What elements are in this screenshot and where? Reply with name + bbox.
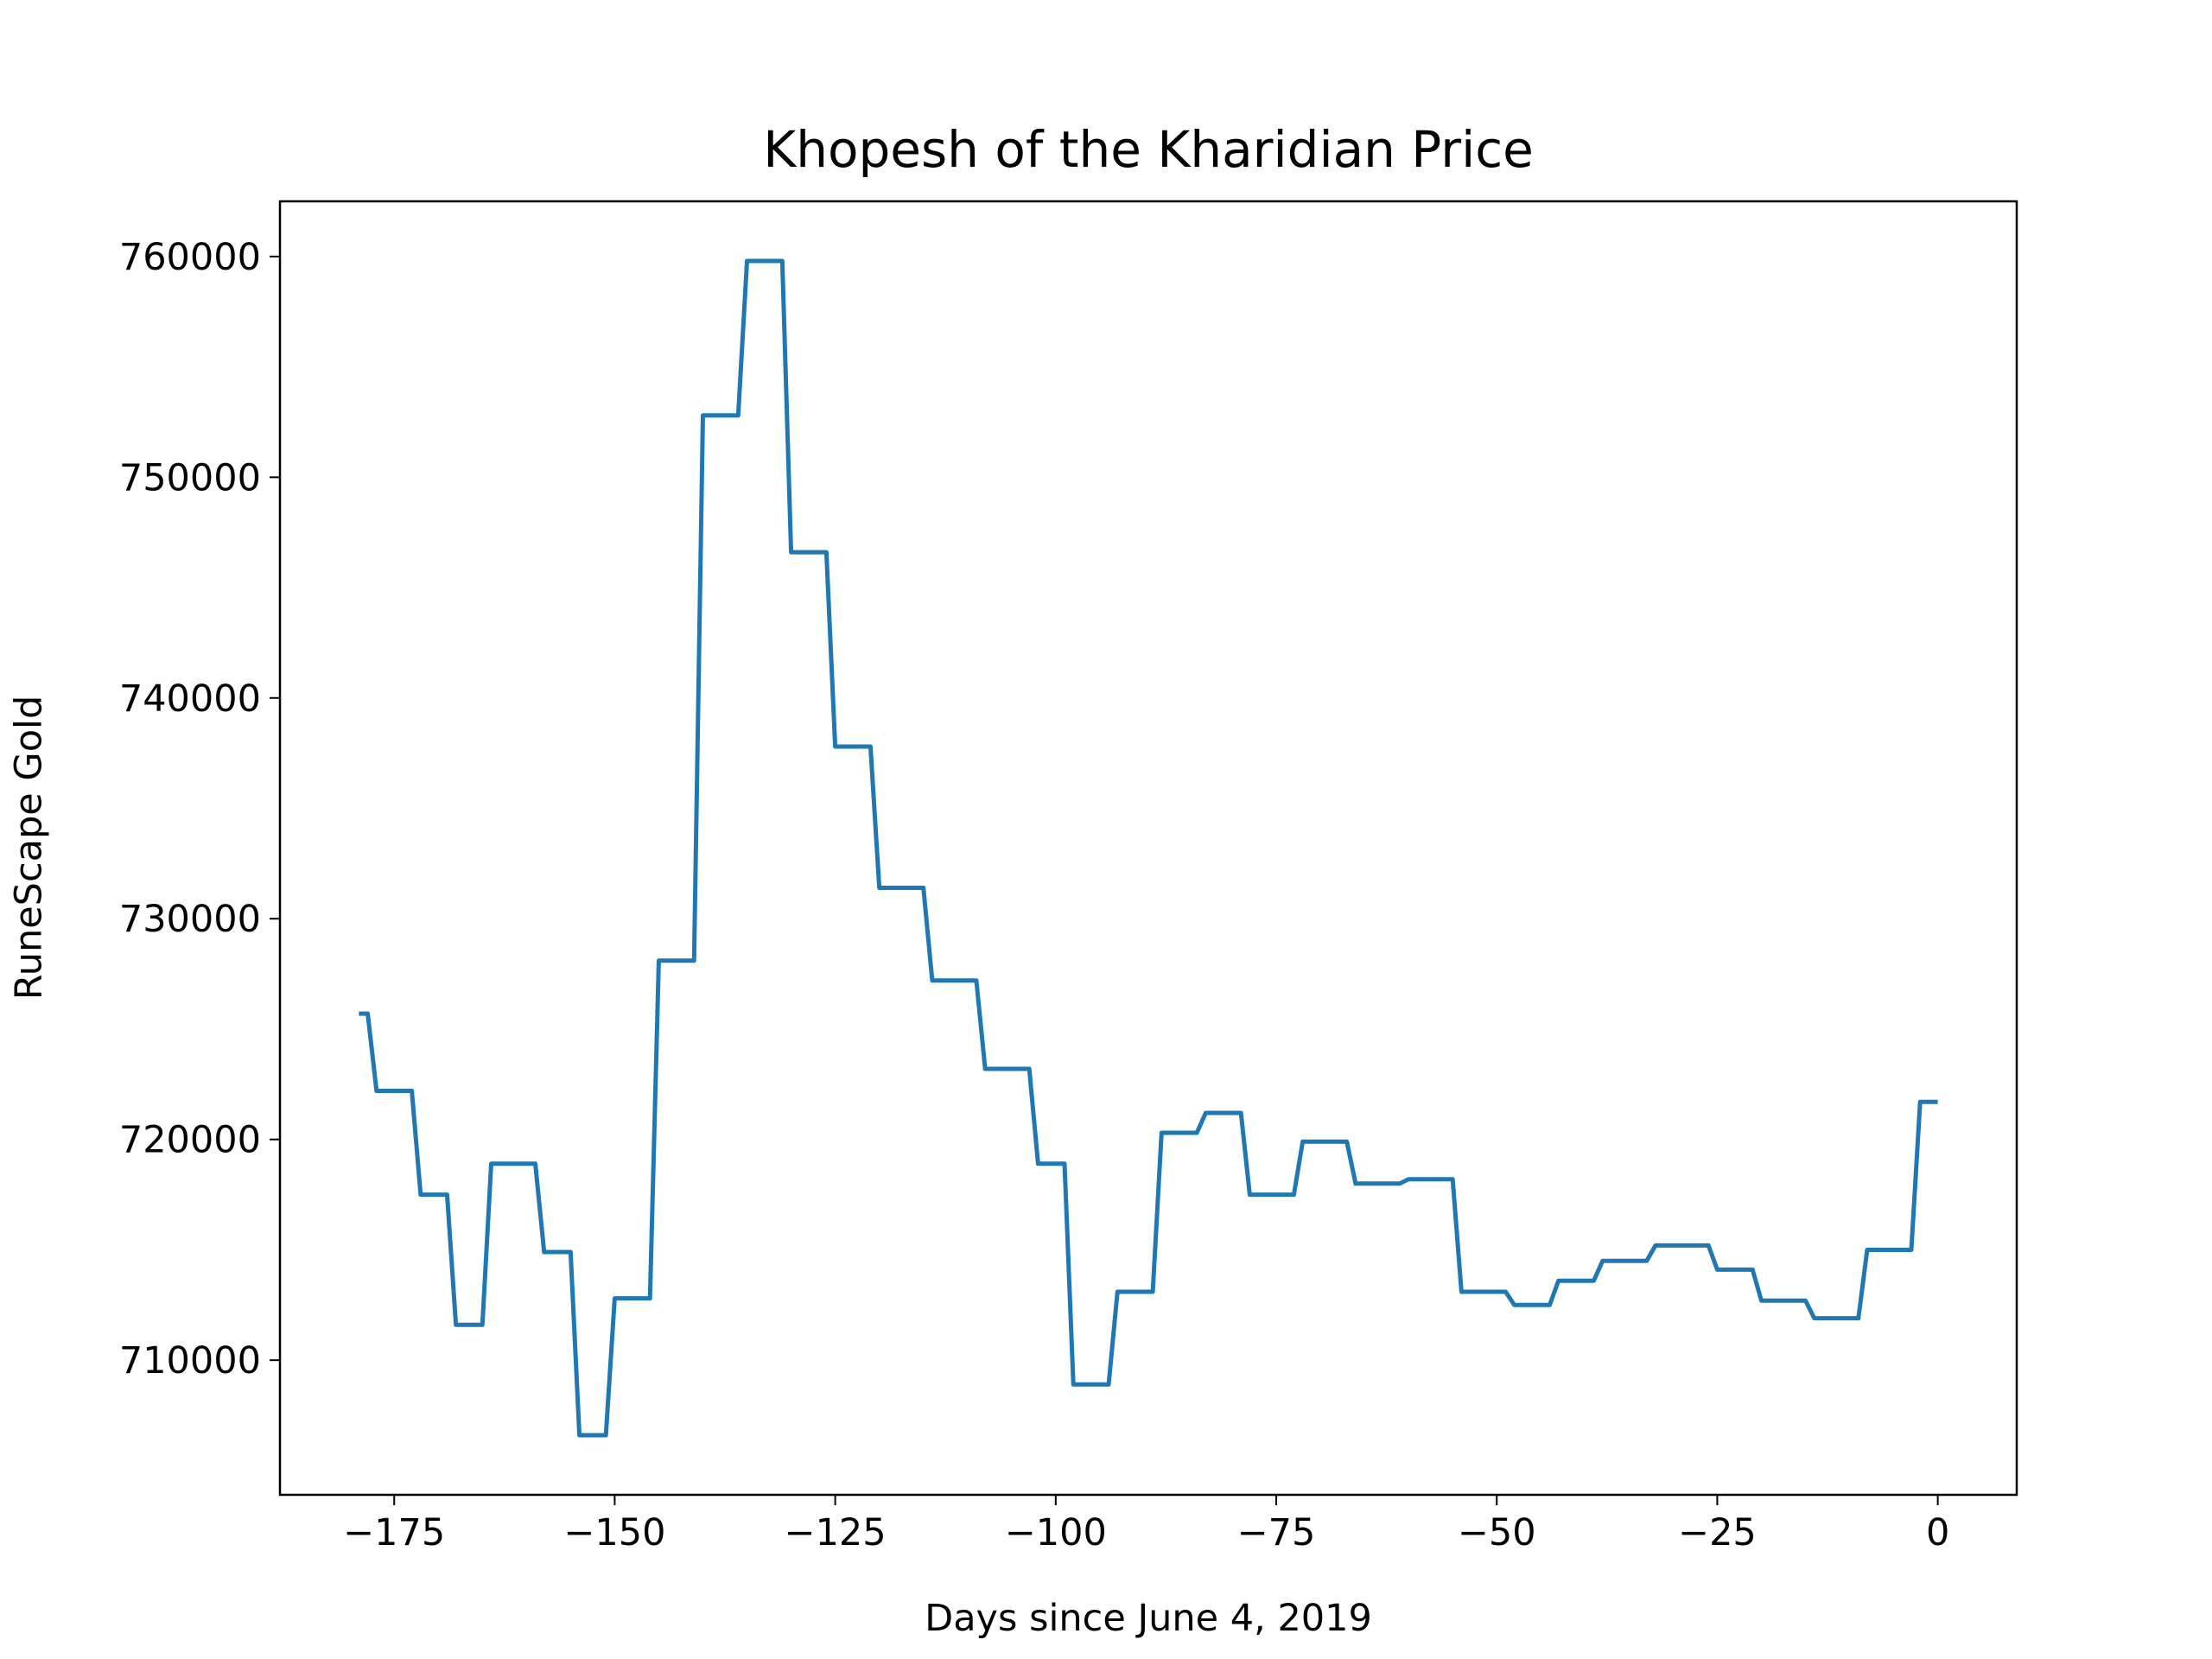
x-tick-label: −125 [785,1511,887,1554]
x-tick-label: −175 [343,1511,445,1554]
y-tick-label: 750000 [119,456,261,499]
x-tick-label: −50 [1458,1511,1536,1554]
y-tick-label: 720000 [119,1119,261,1162]
y-tick-label: 730000 [119,898,261,941]
x-tick-label: −150 [563,1511,665,1554]
y-axis-label: RuneScape Gold [8,696,51,1000]
plot-frame [278,200,2018,1497]
y-tick-label: 740000 [119,677,261,721]
chart-title: Khopesh of the Kharidian Price [763,120,1534,179]
x-axis-label: Days since June 4, 2019 [925,1597,1372,1640]
x-tick-label: 0 [1926,1511,1949,1554]
y-tick-label: 710000 [119,1339,261,1382]
y-tick-label: 760000 [119,236,261,279]
x-tick-label: −25 [1678,1511,1757,1554]
x-tick-label: −75 [1237,1511,1316,1554]
price-line [359,258,1938,1438]
x-tick-label: −100 [1005,1511,1107,1554]
